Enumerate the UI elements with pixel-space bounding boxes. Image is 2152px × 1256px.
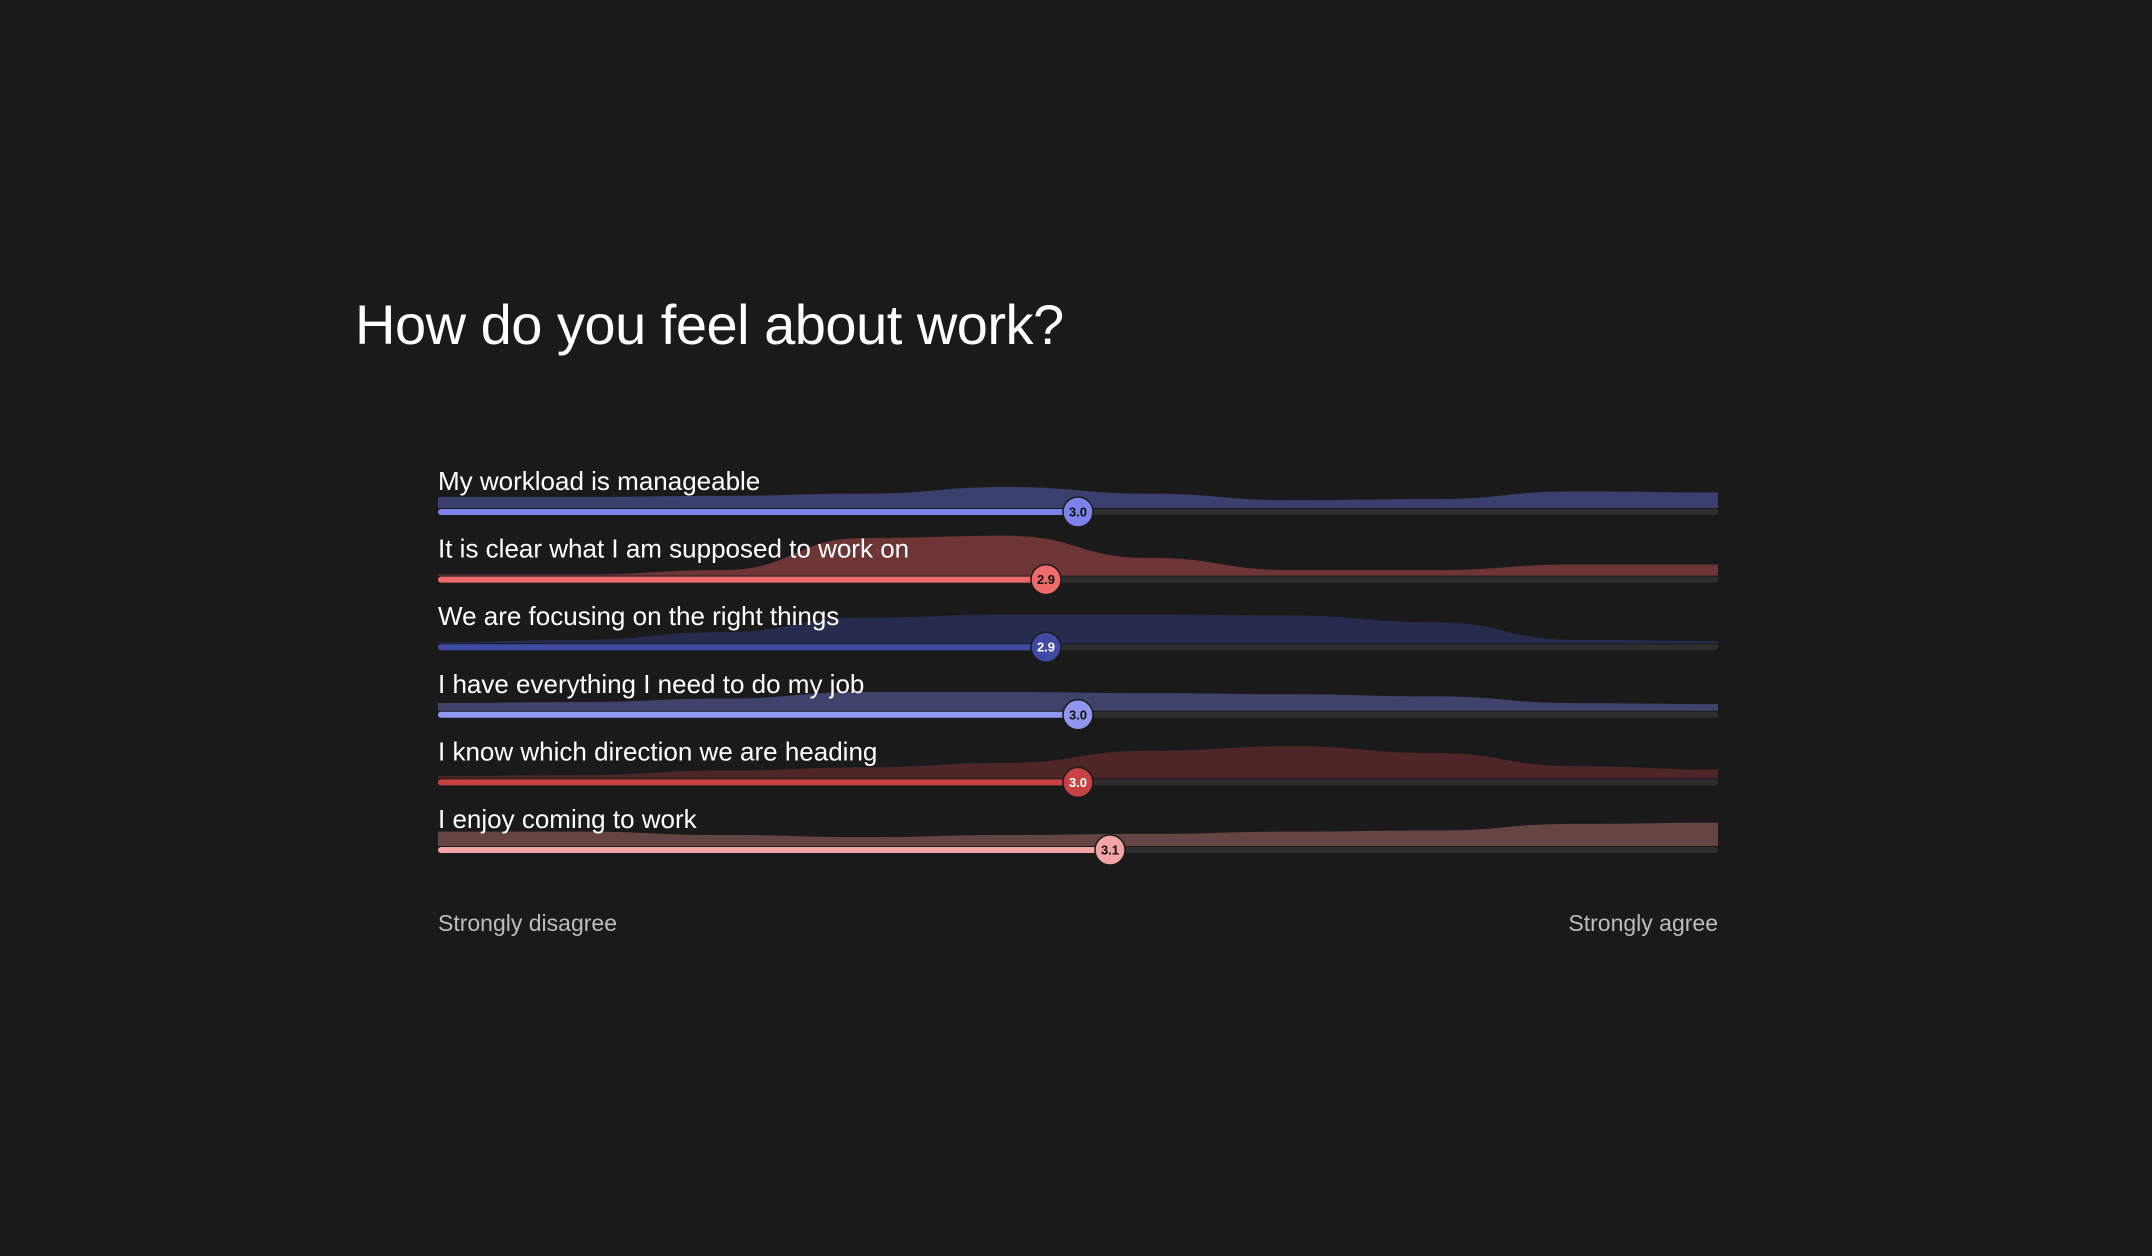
item-label: We are focusing on the right things [438, 601, 839, 631]
slider-fill [438, 711, 1078, 718]
value-marker[interactable] [1030, 631, 1062, 663]
slider-fill [438, 576, 1046, 583]
value-marker-label: 2.9 [1037, 572, 1055, 587]
value-marker[interactable] [1062, 496, 1094, 528]
item-label: It is clear what I am supposed to work o… [438, 534, 909, 564]
value-marker-label: 2.9 [1037, 640, 1055, 655]
page-title: How do you feel about work? [355, 293, 1064, 356]
value-marker-label: 3.0 [1069, 505, 1087, 520]
survey-row: I enjoy coming to work 3.1 [438, 804, 1718, 866]
survey-row: I have everything I need to do my job 3.0 [438, 669, 1718, 731]
survey-row: I know which direction we are heading 3.0 [438, 736, 1718, 799]
scale-min-label: Strongly disagree [438, 910, 617, 936]
value-marker[interactable] [1062, 699, 1094, 731]
item-label: I have everything I need to do my job [438, 669, 864, 699]
slider-fill [438, 779, 1078, 786]
slider-fill [438, 847, 1110, 853]
value-marker[interactable] [1062, 766, 1094, 799]
item-label: I know which direction we are heading [438, 736, 877, 766]
survey-row: It is clear what I am supposed to work o… [438, 534, 1718, 596]
survey-row: My workload is manageable 3.0 [438, 466, 1718, 528]
distribution-ridge [438, 614, 1718, 644]
value-marker[interactable] [1030, 563, 1062, 596]
distribution-ridge [438, 822, 1718, 846]
survey-row: We are focusing on the right things 2.9 [438, 601, 1718, 663]
value-marker[interactable] [1094, 834, 1126, 866]
value-marker-label: 3.0 [1069, 707, 1087, 722]
distribution-ridge [438, 535, 1718, 576]
value-marker-label: 3.0 [1069, 775, 1087, 790]
slider-fill [438, 644, 1046, 651]
distribution-ridge [438, 746, 1718, 779]
value-marker-label: 3.1 [1101, 843, 1119, 858]
item-label: I enjoy coming to work [438, 804, 698, 834]
item-label: My workload is manageable [438, 466, 760, 496]
slider-fill [438, 509, 1078, 515]
scale-max-label: Strongly agree [1568, 910, 1718, 936]
